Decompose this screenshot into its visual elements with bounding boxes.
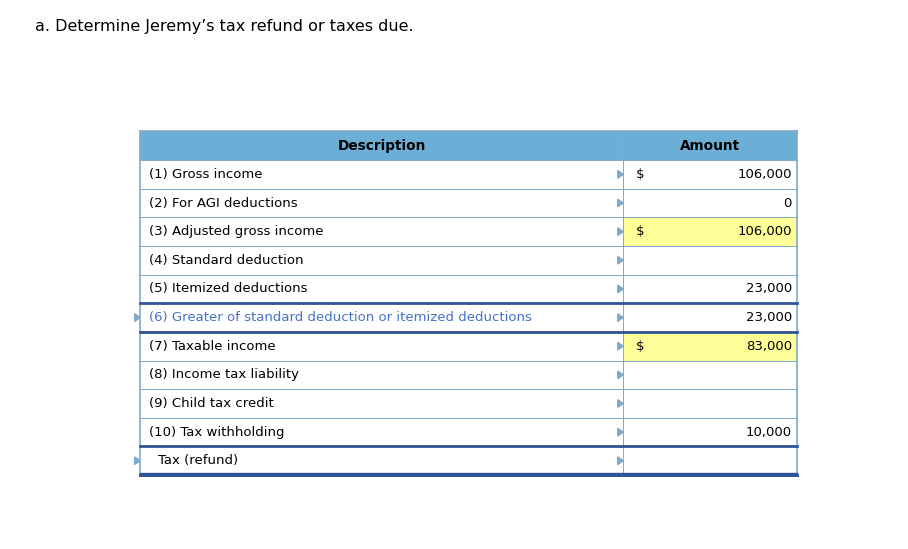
Bar bbox=[623, 446, 797, 475]
Polygon shape bbox=[617, 314, 623, 321]
Text: (10) Tax withholding: (10) Tax withholding bbox=[149, 425, 284, 439]
Bar bbox=[140, 446, 623, 475]
Polygon shape bbox=[617, 343, 623, 350]
Text: a. Determine Jeremy’s tax refund or taxes due.: a. Determine Jeremy’s tax refund or taxe… bbox=[35, 19, 413, 34]
Text: $: $ bbox=[636, 340, 645, 352]
Text: 106,000: 106,000 bbox=[737, 168, 792, 181]
Bar bbox=[623, 418, 797, 446]
Bar bbox=[140, 160, 623, 189]
Bar bbox=[140, 332, 623, 361]
Bar bbox=[623, 131, 797, 160]
Bar bbox=[623, 160, 797, 189]
Text: 83,000: 83,000 bbox=[745, 340, 792, 352]
Text: Tax (refund): Tax (refund) bbox=[158, 454, 238, 467]
Bar bbox=[623, 189, 797, 217]
Bar bbox=[140, 361, 623, 389]
Text: Amount: Amount bbox=[680, 139, 740, 153]
Bar bbox=[623, 246, 797, 274]
Polygon shape bbox=[617, 400, 623, 407]
Text: (7) Taxable income: (7) Taxable income bbox=[149, 340, 275, 352]
Polygon shape bbox=[617, 171, 623, 178]
Text: (4) Standard deduction: (4) Standard deduction bbox=[149, 254, 303, 267]
Text: (3) Adjusted gross income: (3) Adjusted gross income bbox=[149, 225, 323, 238]
Text: $: $ bbox=[636, 168, 645, 181]
Text: Description: Description bbox=[338, 139, 426, 153]
Polygon shape bbox=[134, 457, 140, 464]
Text: $: $ bbox=[636, 225, 645, 238]
Text: (9) Child tax credit: (9) Child tax credit bbox=[149, 397, 273, 410]
Bar bbox=[140, 274, 623, 303]
Bar bbox=[623, 303, 797, 332]
Text: (1) Gross income: (1) Gross income bbox=[149, 168, 262, 181]
Bar bbox=[140, 418, 623, 446]
Text: 23,000: 23,000 bbox=[745, 282, 792, 295]
Bar bbox=[140, 217, 623, 246]
Text: 0: 0 bbox=[784, 197, 792, 210]
Polygon shape bbox=[617, 371, 623, 379]
Text: 106,000: 106,000 bbox=[737, 225, 792, 238]
Text: (8) Income tax liability: (8) Income tax liability bbox=[149, 368, 299, 382]
Text: (2) For AGI deductions: (2) For AGI deductions bbox=[149, 197, 297, 210]
Text: (5) Itemized deductions: (5) Itemized deductions bbox=[149, 282, 307, 295]
Bar bbox=[140, 389, 623, 418]
Polygon shape bbox=[617, 228, 623, 236]
Polygon shape bbox=[617, 457, 623, 464]
Polygon shape bbox=[617, 199, 623, 207]
Text: (6) Greater of standard deduction or itemized deductions: (6) Greater of standard deduction or ite… bbox=[149, 311, 531, 324]
Polygon shape bbox=[134, 314, 140, 321]
Bar bbox=[623, 274, 797, 303]
Bar bbox=[623, 389, 797, 418]
Bar bbox=[623, 332, 797, 361]
Polygon shape bbox=[617, 285, 623, 293]
Polygon shape bbox=[617, 256, 623, 264]
Bar bbox=[140, 131, 623, 160]
Polygon shape bbox=[617, 428, 623, 436]
Bar bbox=[140, 189, 623, 217]
Bar bbox=[140, 246, 623, 274]
Bar bbox=[623, 361, 797, 389]
Text: 23,000: 23,000 bbox=[745, 311, 792, 324]
Text: 10,000: 10,000 bbox=[745, 425, 792, 439]
Bar bbox=[623, 217, 797, 246]
Bar bbox=[140, 303, 623, 332]
